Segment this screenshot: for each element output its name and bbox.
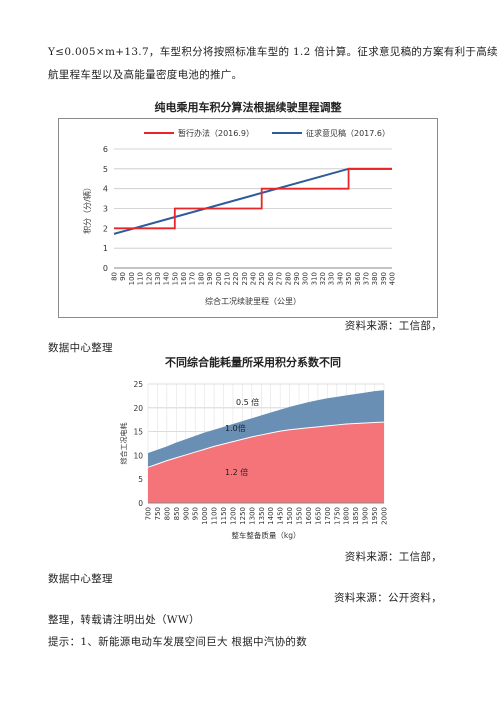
x-tick-label: 1600 [305, 507, 313, 525]
x-tick-label: 110 [137, 272, 145, 285]
x-tick-label: 1000 [201, 507, 209, 525]
x-tick-label: 1850 [352, 507, 360, 525]
y-tick-label: 10 [133, 451, 143, 460]
y-tick-label: 5 [138, 475, 143, 484]
x-tick-label: 1150 [220, 507, 228, 525]
x-tick-label: 130 [154, 272, 162, 285]
y-tick-label: 20 [133, 404, 143, 413]
x-tick-label: 220 [232, 272, 240, 285]
annotation-0-5x: 0.5 倍 [236, 397, 259, 407]
chart-title: 不同综合能耗量所采用积分系数不同 [165, 355, 341, 369]
x-tick-label: 800 [163, 507, 171, 520]
area-band-1-2x [148, 422, 384, 503]
x-tick-label: 230 [241, 272, 249, 285]
source-note-3-cont: 整理，转载请注明出处（WW） [48, 614, 200, 626]
x-tick-label: 180 [197, 272, 205, 285]
chart-title: 纯电乘用车积分算法根据续驶里程调整 [155, 100, 342, 114]
source-note-2: 资料来源：工信部， [344, 551, 442, 563]
x-tick-label: 140 [163, 272, 171, 285]
x-tick-label: 1800 [343, 507, 351, 525]
annotation-1-0x: 1.0倍 [225, 423, 246, 433]
x-tick-label: 120 [145, 272, 153, 285]
y-axis-title: 综合工况电耗 [119, 423, 128, 465]
boundary-line [147, 421, 385, 468]
x-tick-label: 90 [119, 272, 127, 281]
x-tick-label: 300 [302, 272, 310, 285]
x-tick-label: 1350 [258, 507, 266, 525]
x-tick-label: 250 [258, 272, 266, 285]
paragraph-line-1: Y≤0.005×m+13.7，车型积分将按照标准车型的 1.2 倍计算。征求意见… [48, 46, 498, 58]
x-tick-label: 200 [215, 272, 223, 285]
x-tick-label: 100 [128, 272, 136, 285]
legend-label-provisional: 暂行办法（2016.9） [178, 128, 254, 138]
x-tick-label: 1750 [333, 507, 341, 525]
y-tick-label: 4 [103, 185, 108, 194]
x-tick-label: 1250 [239, 507, 247, 525]
y-tick-label: 0 [103, 264, 108, 273]
x-tick-label: 210 [223, 272, 231, 285]
energy-coefficient-chart: 不同综合能耗量所采用积分系数不同 0 5 10 15 20 25 0.5 倍 1.0倍 1.2 倍… [119, 355, 389, 540]
x-tick-label: 170 [189, 272, 197, 285]
y-tick-label: 25 [133, 380, 143, 389]
x-tick-label: 240 [250, 272, 258, 285]
x-tick-label: 950 [192, 507, 200, 520]
source-note-2-cont: 数据中心整理 [48, 573, 113, 585]
x-tick-label: 260 [267, 272, 275, 285]
x-tick-label: 750 [154, 507, 162, 520]
x-tick-label: 350 [345, 272, 353, 285]
y-tick-label: 15 [133, 428, 143, 437]
source-note-1-cont: 数据中心整理 [48, 342, 113, 354]
x-tick-label: 370 [362, 272, 370, 285]
x-tick-label: 310 [310, 272, 318, 285]
x-tick-label: 380 [371, 272, 379, 285]
x-tick-label: 1100 [211, 507, 219, 525]
x-tick-label: 1400 [267, 507, 275, 525]
y-tick-label: 2 [103, 224, 108, 233]
x-tick-label: 1700 [324, 507, 332, 525]
x-tick-label: 150 [171, 272, 179, 285]
x-tick-label: 80 [111, 272, 119, 281]
source-note-1: 资料来源：工信部， [344, 320, 442, 332]
x-tick-label: 290 [293, 272, 301, 285]
series-line-draft [113, 167, 392, 235]
x-tick-label: 1500 [286, 507, 294, 525]
annotation-1-2x: 1.2 倍 [225, 467, 248, 477]
x-tick-label: 1650 [314, 507, 322, 525]
x-tick-label: 360 [354, 272, 362, 285]
x-tick-label: 280 [284, 272, 292, 285]
x-tick-label: 1900 [362, 507, 370, 525]
source-note-3: 资料来源：公开资料， [334, 592, 442, 604]
x-tick-label: 2000 [381, 507, 389, 525]
x-tick-label: 1450 [277, 507, 285, 525]
x-tick-label: 270 [276, 272, 284, 285]
x-axis-title: 综合工况续驶里程（公里） [205, 296, 301, 306]
y-axis-title: 积分（分/辆） [82, 183, 92, 234]
x-tick-label: 390 [380, 272, 388, 285]
series-line-provisional [114, 167, 392, 230]
tip-text: 提示：1、新能源电动车发展空间巨大 根据中汽协的数 [48, 636, 308, 648]
x-tick-label: 320 [319, 272, 327, 285]
x-tick-label: 400 [389, 272, 397, 285]
y-tick-label: 5 [103, 165, 108, 174]
x-tick-label: 1200 [229, 507, 237, 525]
x-tick-label: 700 [145, 507, 153, 520]
x-tick-label: 190 [206, 272, 214, 285]
x-tick-label: 900 [182, 507, 190, 520]
paragraph-line-2: 航里程车型以及高能量密度电池的推广。 [48, 69, 243, 81]
x-tick-label: 160 [180, 272, 188, 285]
x-tick-label: 1550 [296, 507, 304, 525]
x-tick-label: 340 [336, 272, 344, 285]
x-tick-label: 330 [328, 272, 336, 285]
x-tick-label: 1950 [371, 507, 379, 525]
x-tick-label: 850 [173, 507, 181, 520]
y-tick-label: 3 [103, 205, 108, 214]
legend-label-draft: 征求意见稿（2017.6） [306, 128, 390, 138]
y-tick-label: 0 [138, 499, 143, 508]
x-axis-title: 整车整备质量（kg） [231, 530, 300, 540]
chart-frame [58, 118, 438, 318]
x-tick-label: 1300 [248, 507, 256, 525]
y-tick-label: 1 [103, 244, 108, 253]
y-tick-label: 6 [103, 145, 108, 154]
